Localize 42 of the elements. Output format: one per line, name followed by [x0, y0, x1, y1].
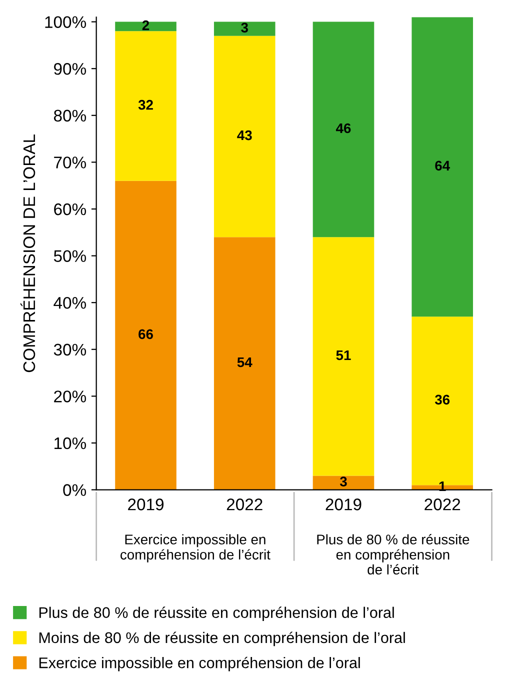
x-tick-label: 2019 — [128, 498, 164, 510]
y-tick-label: 60% — [54, 203, 86, 216]
x-tick-label: 2022 — [424, 498, 460, 510]
data-label: 54 — [237, 357, 252, 368]
data-label: 3 — [241, 22, 248, 33]
bar — [412, 17, 474, 317]
y-tick-label: 30% — [54, 344, 86, 356]
bar — [214, 237, 276, 490]
y-tick-label: 100% — [45, 16, 86, 28]
y-tick-label: 40% — [54, 296, 86, 309]
y-tick-label: 90% — [54, 63, 86, 75]
text: Plus de 80 % de réussite en compréhension de l’écrit — [317, 534, 470, 575]
x-tick-label: 2019 — [326, 498, 362, 510]
legend-label: Exercice impossible en compréhension de l’oral — [39, 656, 360, 672]
x-tick-label: 2022 — [226, 498, 262, 510]
data-label: 32 — [138, 100, 153, 110]
y-tick-label: 50% — [54, 250, 86, 262]
bar — [115, 31, 176, 181]
bar — [214, 22, 276, 36]
y-tick-label: 10% — [54, 437, 86, 450]
y-axis-title: COMPRÉHENSION DE L’ORAL — [20, 134, 36, 372]
data-label: 66 — [138, 329, 153, 340]
legend-label: Moins de 80 % de réussite en compréhension de l’oral — [39, 632, 405, 646]
data-label: 46 — [336, 123, 351, 134]
bar — [312, 22, 374, 238]
data-label: 43 — [237, 130, 252, 140]
y-tick-label: 20% — [54, 390, 86, 402]
y-tick-label: 0% — [63, 484, 86, 496]
bar — [312, 237, 374, 476]
bar — [115, 180, 176, 490]
y-tick-label: 70% — [54, 156, 86, 168]
data-label: 64 — [435, 160, 450, 171]
y-tick-label: 80% — [54, 110, 86, 122]
data-label: 3 — [340, 476, 347, 487]
bar — [115, 22, 176, 32]
bar — [312, 476, 374, 490]
data-label: 36 — [434, 394, 450, 405]
data-label: 51 — [336, 350, 351, 360]
bar — [214, 36, 276, 238]
data-label: 2 — [142, 20, 150, 30]
text: Exercice impossible en compréhension de l’écrit — [120, 534, 270, 562]
legend-label: Plus de 80 % de réussite en compréhension de l’oral — [39, 606, 394, 622]
